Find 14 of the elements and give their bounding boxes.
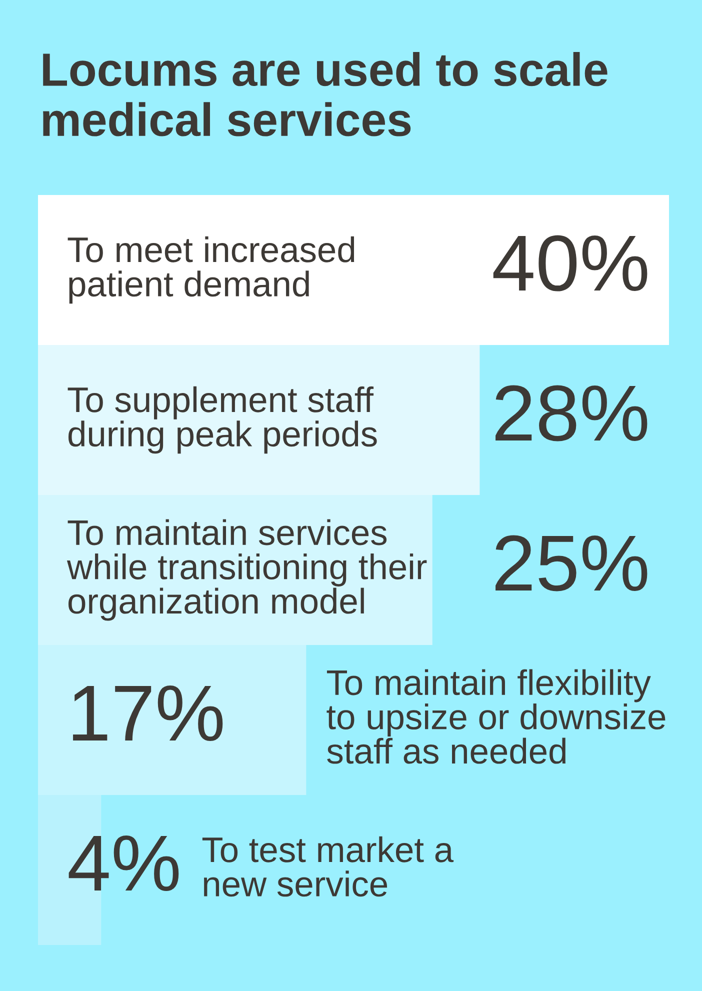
bar [38, 645, 306, 795]
data-label: 4% [68, 836, 179, 891]
y-tick-label: To supplement staff during peak periods [68, 386, 377, 454]
y-tick-label: To test market a new service [202, 836, 454, 897]
y-tick-label: To maintain services while transitioning their organization model [66, 519, 427, 621]
data-label: 28% [496, 385, 648, 442]
bar [38, 195, 669, 345]
y-tick-label: To meet increased patient demand [68, 236, 354, 304]
data-label: 17% [73, 686, 223, 741]
data-label: 40% [493, 235, 648, 292]
bar [38, 345, 480, 495]
y-tick-label: To maintain flexibility to upsize or downsize staff as needed [326, 669, 666, 764]
data-label: 25% [496, 535, 648, 592]
chart-title: Locums are used to scale medical services [43, 52, 608, 136]
